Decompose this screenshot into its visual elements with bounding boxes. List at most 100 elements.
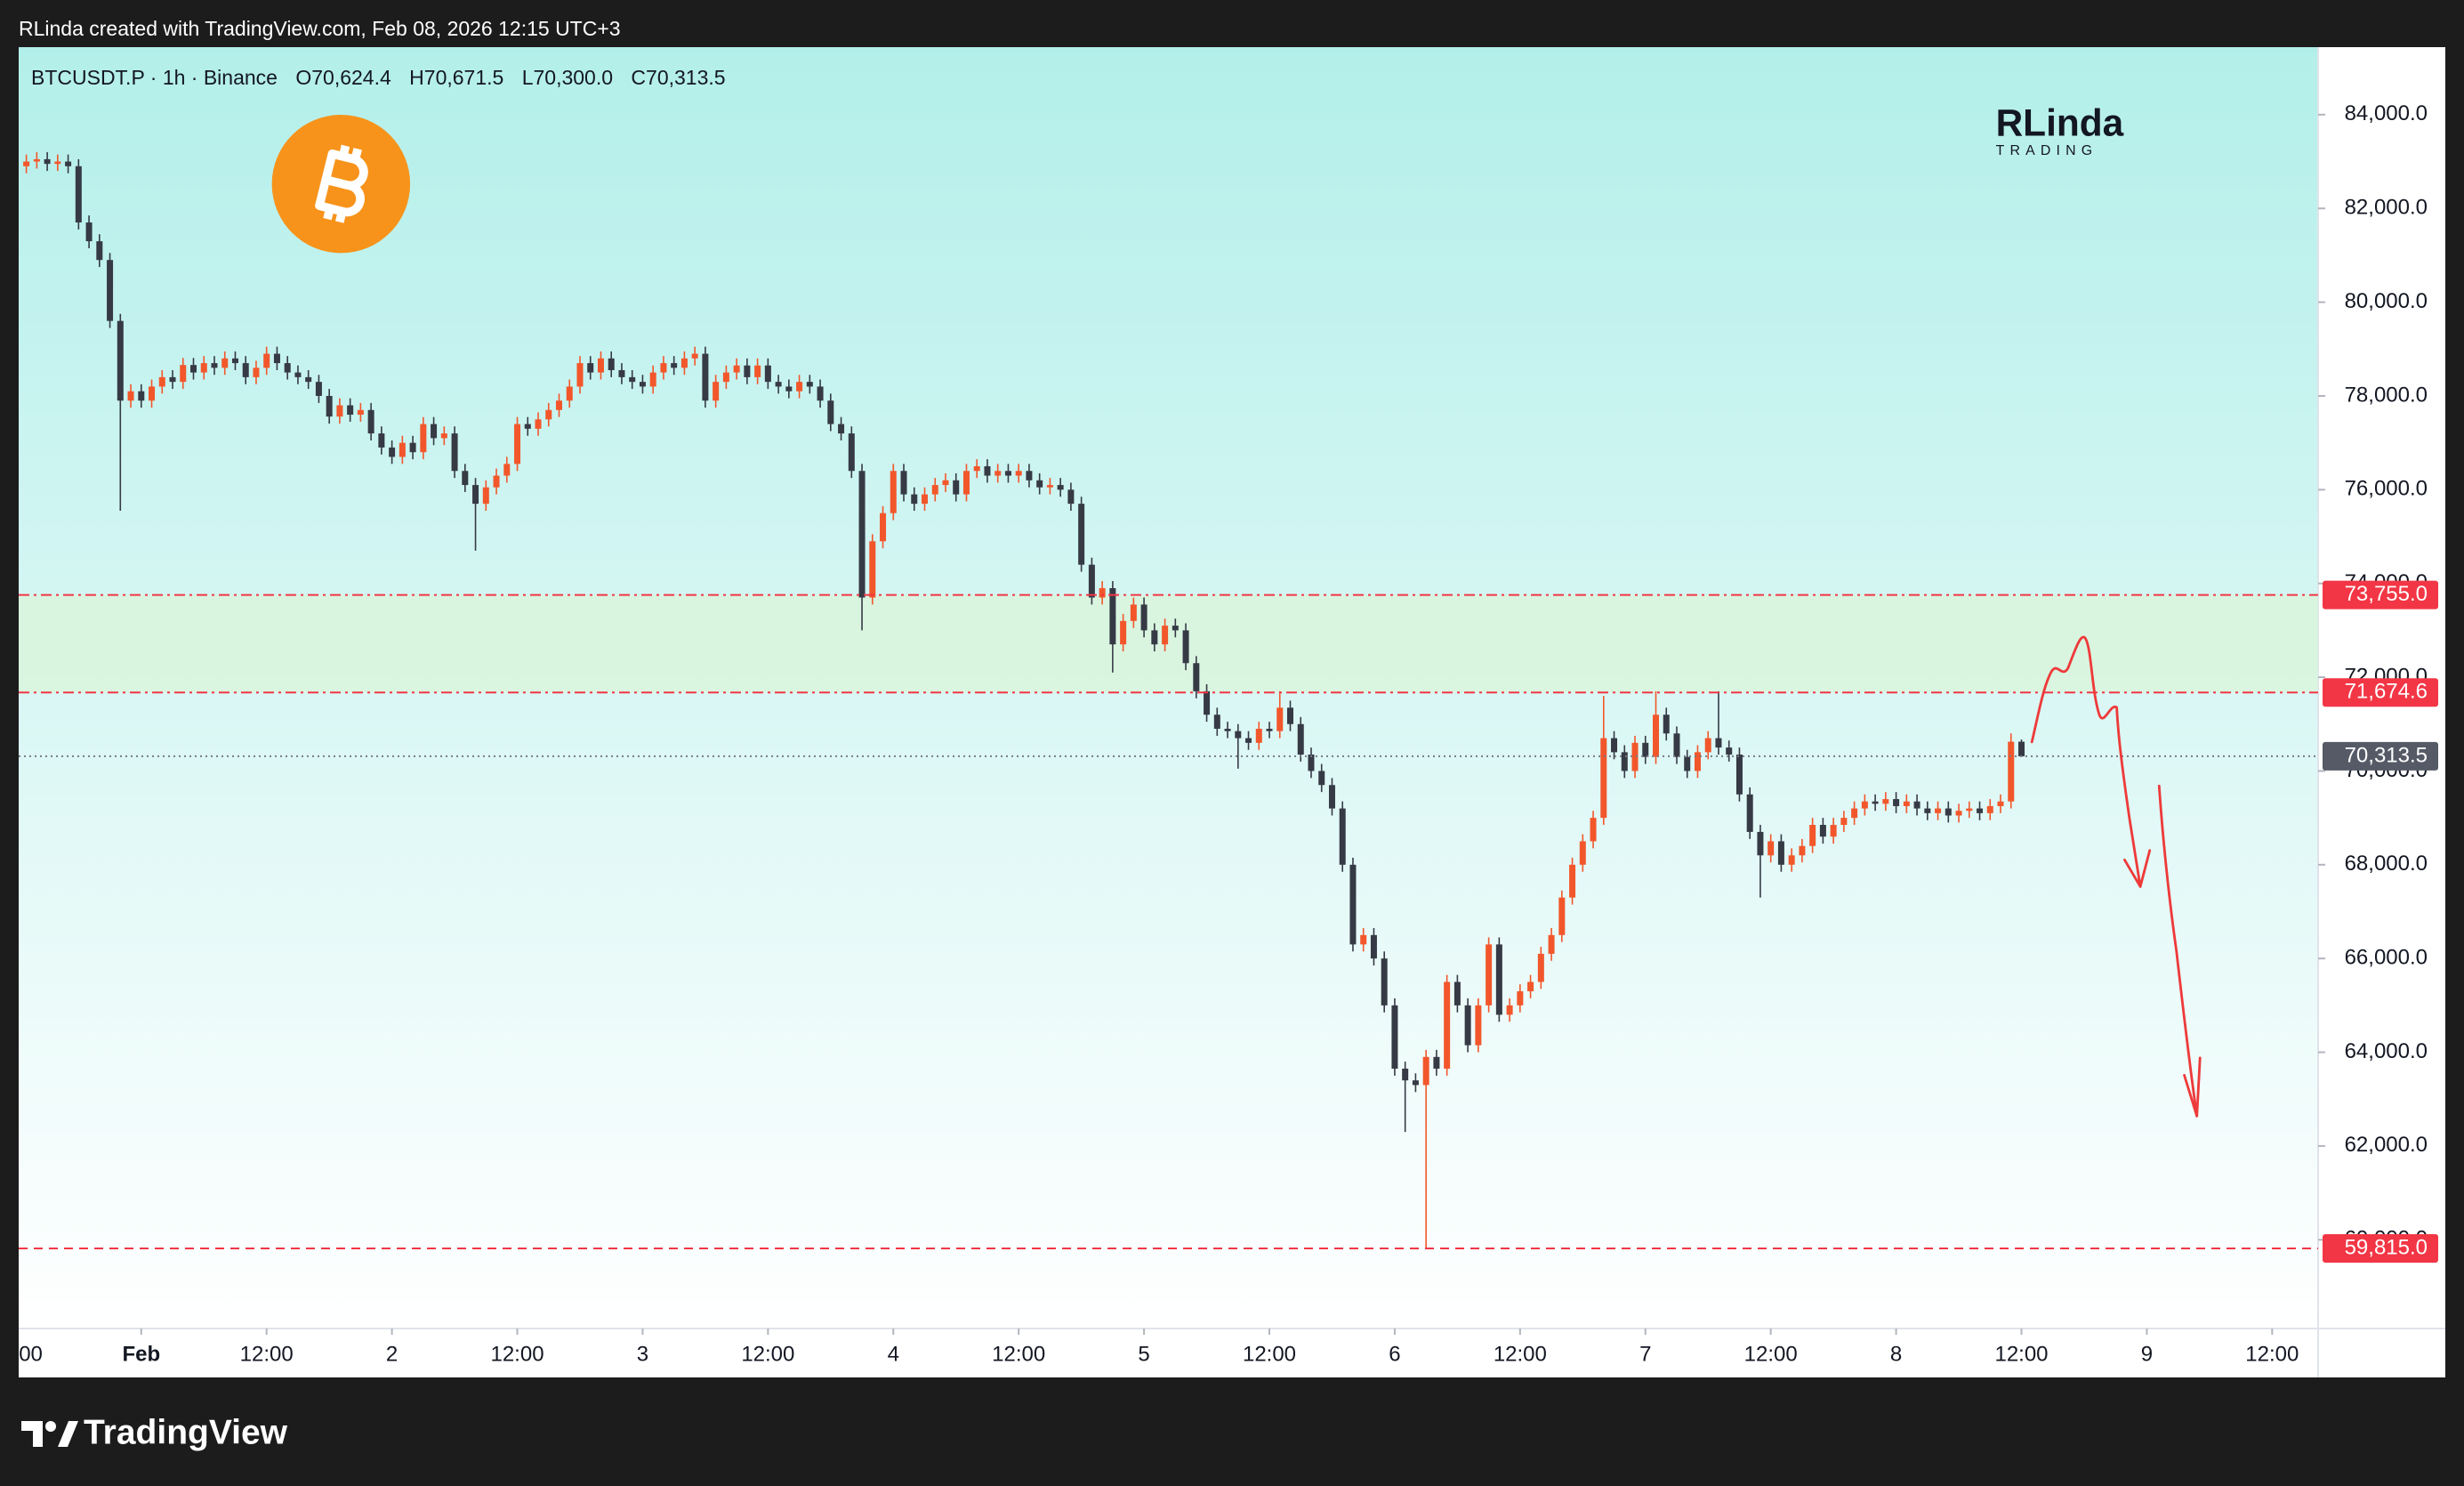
- candle-body: [138, 391, 145, 401]
- candle-body: [462, 471, 469, 486]
- price-level-box: [2323, 580, 2438, 610]
- candle-body: [1172, 626, 1179, 631]
- high-label: H70,671.5: [409, 66, 503, 89]
- candle-body: [158, 376, 165, 387]
- candle-body: [973, 465, 980, 472]
- candle-body: [451, 433, 458, 472]
- candle-body: [1600, 738, 1607, 819]
- candle-body: [754, 365, 761, 377]
- candle-body: [994, 471, 1002, 476]
- candle-body: [785, 386, 793, 392]
- candle-body: [1297, 723, 1304, 755]
- candle-body: [1830, 825, 1837, 837]
- candle-body: [1339, 808, 1346, 865]
- x-tick-label: 12:00: [240, 1342, 294, 1366]
- candle-body: [1726, 747, 1733, 755]
- candle-body: [1078, 504, 1085, 565]
- low-label: L70,300.0: [522, 66, 613, 89]
- price-level-box: [2323, 741, 2438, 771]
- candle-body: [1631, 742, 1639, 771]
- candle-body: [1381, 958, 1388, 1005]
- candle-body: [1611, 738, 1618, 753]
- candle-body: [357, 409, 364, 416]
- candle-body: [294, 372, 302, 377]
- candle-body: [671, 363, 678, 368]
- candle-body: [107, 260, 114, 321]
- price-level-label: 70,313.5: [2345, 743, 2428, 767]
- candle-body: [1475, 1005, 1482, 1046]
- candle-body: [931, 485, 938, 495]
- candle-body: [389, 447, 396, 457]
- candle-body: [2008, 741, 2015, 802]
- candle-body: [629, 376, 636, 383]
- x-tick-label: 12:00: [1243, 1342, 1296, 1366]
- candle-body: [1004, 471, 1011, 476]
- candle-body: [347, 405, 354, 416]
- footer-brand: TradingView: [84, 1413, 288, 1451]
- candle-body: [1799, 845, 1806, 856]
- y-tick-label: 82,000.0: [2345, 196, 2428, 220]
- candle-body: [409, 442, 416, 453]
- candle-body: [1213, 715, 1220, 730]
- candle-body: [1412, 1080, 1419, 1086]
- candle-body: [1997, 801, 2004, 806]
- candle-body: [1182, 630, 1189, 664]
- candle-body: [1621, 752, 1628, 771]
- candle-body: [284, 363, 291, 373]
- candle-body: [1673, 733, 1680, 757]
- header: RLinda created with TradingView.com, Feb…: [19, 17, 621, 40]
- candle-body: [744, 365, 751, 377]
- candle-body: [221, 358, 229, 368]
- x-tick-label: 12:00: [1744, 1342, 1798, 1366]
- candle-body: [587, 363, 594, 373]
- forecast-arrows: [2030, 635, 2202, 1118]
- candle-body: [1893, 799, 1900, 806]
- candle-body: [1088, 564, 1095, 598]
- y-tick-label: 84,000.0: [2345, 101, 2428, 125]
- candle-body: [597, 358, 604, 373]
- candle-body: [1495, 944, 1502, 1015]
- candle-body: [1391, 1005, 1398, 1069]
- candle-body: [472, 485, 479, 505]
- candle-body: [921, 494, 928, 505]
- candle-body: [117, 320, 124, 401]
- candle-body: [1120, 620, 1127, 645]
- time-scale: 12:00 Feb 12:00 2 12:00 3 12:00 4 12:00 5 12:00 6 12…: [19, 1329, 2299, 1366]
- candle-body: [1558, 897, 1566, 935]
- candle-body: [691, 353, 698, 359]
- y-tick-label: 62,000.0: [2345, 1133, 2428, 1157]
- candle-body: [796, 382, 803, 392]
- candle-body: [1245, 738, 1252, 743]
- candle-body: [555, 400, 562, 410]
- candle-body: [1840, 818, 1848, 826]
- candle-body: [1819, 825, 1826, 837]
- symbol: BTCUSDT.P · 1h · Binance: [31, 66, 278, 89]
- candle-body: [1704, 738, 1711, 753]
- candle-body: [169, 376, 176, 383]
- candle-body: [1433, 1056, 1440, 1069]
- x-tick-label: 12:00: [992, 1342, 1045, 1366]
- candle-body: [1453, 981, 1461, 1005]
- candle-body: [608, 358, 615, 370]
- y-tick-label: 68,000.0: [2345, 852, 2428, 876]
- watermark: RLinda TRADING: [1996, 102, 2124, 158]
- candle-body: [566, 386, 573, 401]
- candle-body: [1809, 825, 1816, 846]
- zone: [19, 594, 2318, 693]
- candle-body: [315, 382, 322, 396]
- candle-body: [1777, 841, 1784, 865]
- candle-body: [890, 471, 897, 513]
- candle-body: [1537, 953, 1544, 982]
- candle-body: [1653, 715, 1660, 757]
- candle-body: [127, 391, 134, 401]
- price-scale: 60,000.062,000.064,000.066,000.068,000.0…: [2318, 101, 2438, 1264]
- candle-body: [1945, 808, 1952, 816]
- y-tick-label: 80,000.0: [2345, 289, 2428, 313]
- candle-body: [1986, 805, 1993, 813]
- candle-body: [1663, 715, 1670, 734]
- x-tick-label: 2: [386, 1342, 398, 1366]
- candle-body: [806, 382, 813, 387]
- candle-body: [1746, 794, 1753, 832]
- candle-body: [1349, 864, 1357, 945]
